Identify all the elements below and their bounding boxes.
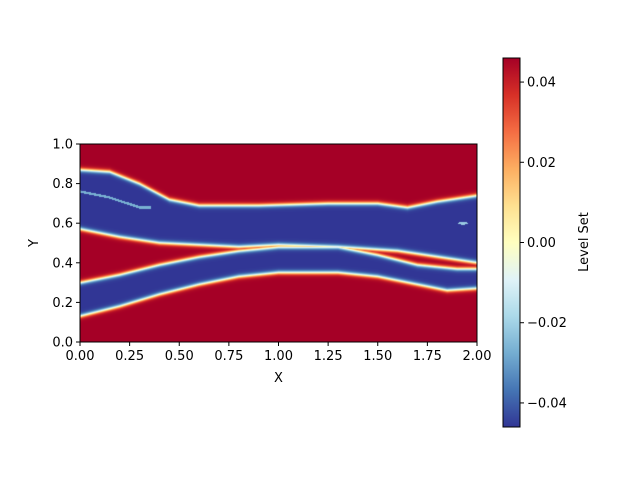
colorbar-tick-label: 0.04 <box>527 76 556 91</box>
heatmap-plot-area <box>80 144 477 342</box>
y-tick-label: 1.0 <box>52 138 73 153</box>
colorbar-tick-label: 0.02 <box>527 156 556 171</box>
colorbar-label: Level Set <box>577 212 592 272</box>
colorbar-tick-label: 0.00 <box>527 236 556 251</box>
level-set-heatmap <box>80 144 477 342</box>
x-tick-label: 1.25 <box>314 349 343 364</box>
y-axis-ticks: 0.0 0.2 0.4 0.6 0.8 1.0 <box>52 138 80 351</box>
x-tick-label: 2.00 <box>463 349 492 364</box>
y-tick-label: 0.2 <box>52 296 73 311</box>
y-axis-label: Y <box>27 239 42 248</box>
y-tick-label: 0.4 <box>52 256 73 271</box>
x-tick-label: 1.75 <box>413 349 442 364</box>
x-tick-label: 0.00 <box>66 349 95 364</box>
x-tick-label: 1.50 <box>363 349 392 364</box>
colorbar-ticks: 0.04 0.02 0.00 −0.02 −0.04 <box>520 76 567 411</box>
x-axis-label: X <box>274 371 283 386</box>
colorbar-tick-label: −0.04 <box>527 396 567 411</box>
y-tick-label: 0.0 <box>52 336 73 351</box>
y-tick-label: 0.6 <box>52 217 73 232</box>
x-tick-label: 0.75 <box>214 349 243 364</box>
x-axis-ticks: 0.00 0.25 0.50 0.75 1.00 1.25 1.50 1.75 2.00 <box>66 342 492 364</box>
x-tick-label: 0.25 <box>115 349 144 364</box>
x-tick-label: 0.50 <box>165 349 194 364</box>
colorbar-gradient <box>503 58 520 427</box>
colorbar-tick-label: −0.02 <box>527 316 567 331</box>
y-tick-label: 0.8 <box>52 177 73 192</box>
x-tick-label: 1.00 <box>264 349 293 364</box>
